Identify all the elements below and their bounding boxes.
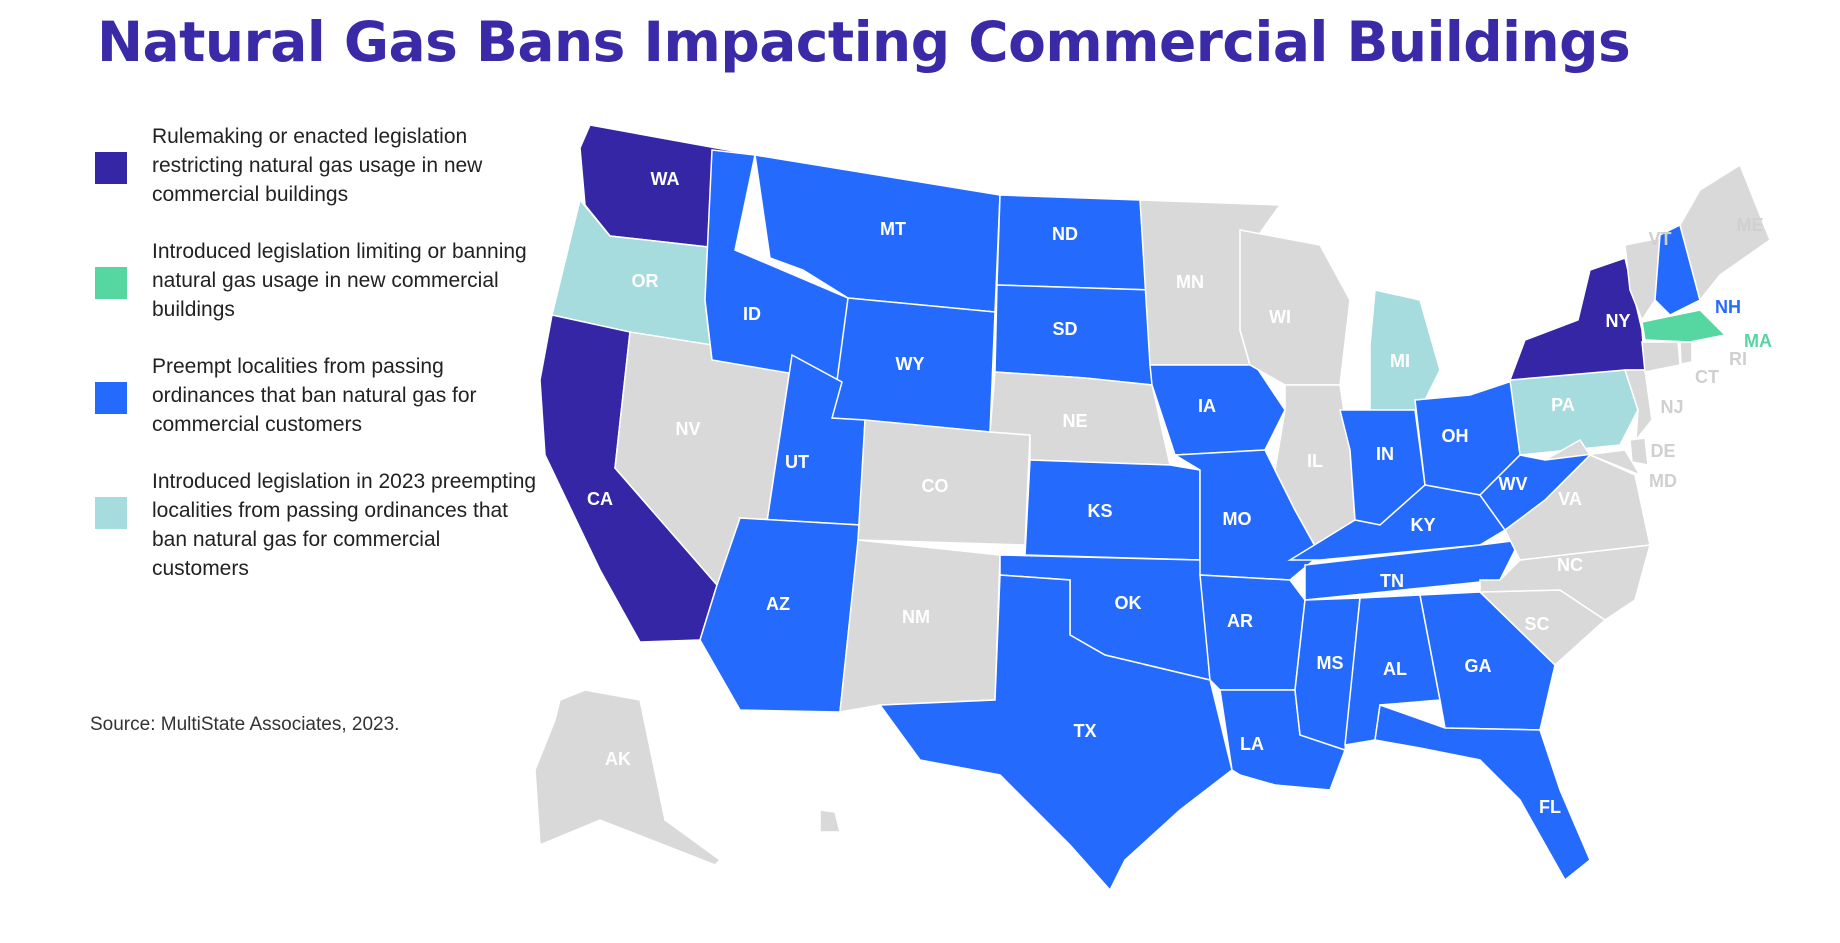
state-de	[1629, 437, 1649, 466]
state-wi	[1239, 229, 1351, 386]
state-ak	[534, 689, 722, 866]
state-label-la: LA	[1240, 734, 1264, 754]
state-label-ne: NE	[1062, 411, 1087, 431]
legend-item-rulemaking: Rulemaking or enacted legislation restri…	[95, 122, 535, 237]
legend-label-preempt: Preempt localities from passing ordinanc…	[152, 355, 477, 436]
legend-item-introduced-preempt: Introduced legislation in 2023 preemptin…	[95, 467, 536, 582]
state-label-ky: KY	[1410, 515, 1435, 535]
state-label-wi: WI	[1269, 307, 1291, 327]
legend-label-introduced-preempt: Introduced legislation in 2023 preemptin…	[152, 470, 537, 580]
legend-label-rulemaking: Rulemaking or enacted legislation restri…	[152, 125, 483, 206]
state-label-ca: CA	[587, 489, 613, 509]
state-tx	[878, 574, 1233, 892]
state-label-wy: WY	[896, 354, 925, 374]
state-label-ct: CT	[1695, 367, 1719, 387]
state-label-wv: WV	[1499, 474, 1528, 494]
state-label-al: AL	[1383, 659, 1407, 679]
state-label-ut: UT	[785, 452, 809, 472]
state-nj	[1623, 369, 1653, 443]
state-label-mi: MI	[1390, 351, 1410, 371]
state-label-tx: TX	[1073, 721, 1096, 741]
legend-item-introduced-ban: Introduced legislation limiting or banni…	[95, 237, 535, 352]
state-label-vt: VT	[1648, 229, 1671, 249]
source-note: Source: MultiState Associates, 2023.	[90, 714, 400, 735]
state-ri	[1679, 341, 1693, 365]
state-label-mt: MT	[880, 219, 906, 239]
state-label-az: AZ	[766, 594, 790, 614]
state-label-nh: NH	[1715, 297, 1741, 317]
state-ar	[1199, 574, 1306, 691]
state-label-il: IL	[1307, 451, 1323, 471]
state-ma	[1641, 309, 1727, 343]
state-md	[1544, 439, 1642, 477]
state-label-in: IN	[1376, 444, 1394, 464]
state-label-nv: NV	[675, 419, 700, 439]
state-label-ok: OK	[1115, 593, 1142, 613]
state-vt	[1624, 237, 1661, 322]
state-labels: WA OR CA NV ID MT WY UT AZ CO NM ND SD NE KS OK TX MN IA MO…	[587, 169, 1772, 836]
state-label-wa: WA	[651, 169, 680, 189]
state-label-or: OR	[632, 271, 659, 291]
state-label-me: ME	[1737, 215, 1764, 235]
map-title: Natural Gas Bans Impacting Commercial Bu…	[97, 10, 1631, 74]
state-ms	[1294, 597, 1361, 752]
state-label-nc: NC	[1557, 555, 1583, 575]
state-fl	[1374, 703, 1591, 882]
legend-swatch-introduced-ban	[95, 267, 127, 299]
state-hi	[819, 809, 841, 833]
state-label-fl: FL	[1539, 797, 1561, 817]
legend-swatch-preempt	[95, 382, 127, 414]
state-label-pa: PA	[1551, 395, 1575, 415]
state-nh	[1654, 223, 1701, 316]
state-tn	[1304, 539, 1522, 601]
legend: Rulemaking or enacted legislation restri…	[95, 122, 536, 582]
state-label-nj: NJ	[1660, 397, 1683, 417]
state-label-co: CO	[922, 476, 949, 496]
state-shapes	[534, 124, 1771, 892]
state-label-mn: MN	[1176, 272, 1204, 292]
legend-swatch-introduced-preempt	[95, 497, 127, 529]
state-co	[857, 419, 1031, 546]
state-label-hi: HI	[799, 816, 817, 836]
state-label-ga: GA	[1465, 656, 1492, 676]
state-label-va: VA	[1558, 489, 1582, 509]
state-ia	[1149, 364, 1286, 456]
state-label-nd: ND	[1052, 224, 1078, 244]
state-label-ia: IA	[1198, 396, 1216, 416]
legend-swatch-rulemaking	[95, 152, 127, 184]
state-label-ar: AR	[1227, 611, 1253, 631]
state-label-ks: KS	[1087, 501, 1112, 521]
state-ct	[1641, 341, 1681, 373]
state-label-ak: AK	[605, 749, 631, 769]
state-label-id: ID	[743, 304, 761, 324]
state-label-sd: SD	[1052, 319, 1077, 339]
state-label-ri: RI	[1729, 349, 1747, 369]
state-label-ma: MA	[1744, 331, 1772, 351]
state-label-mo: MO	[1223, 509, 1252, 529]
state-label-de: DE	[1650, 441, 1675, 461]
legend-item-preempt: Preempt localities from passing ordinanc…	[95, 352, 535, 467]
state-label-oh: OH	[1442, 426, 1469, 446]
state-label-ms: MS	[1317, 653, 1344, 673]
legend-label-introduced-ban: Introduced legislation limiting or banni…	[152, 240, 527, 321]
state-ny	[1508, 257, 1646, 381]
state-nc	[1479, 544, 1652, 621]
state-label-ny: NY	[1605, 311, 1630, 331]
state-me	[1679, 163, 1771, 302]
state-label-md: MD	[1649, 471, 1677, 491]
state-label-nm: NM	[902, 607, 930, 627]
state-label-sc: SC	[1524, 614, 1549, 634]
state-label-tn: TN	[1380, 571, 1404, 591]
